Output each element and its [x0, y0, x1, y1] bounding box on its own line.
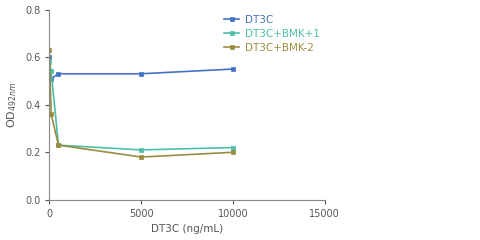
DT3C+BMK-2 [47, 48, 52, 51]
DT3C+BMK-2 [230, 151, 236, 154]
DT3C [230, 68, 236, 71]
DT3C+BMK+1 [47, 60, 52, 63]
DT3C+BMK-2 [56, 144, 61, 147]
DT3C [138, 72, 144, 75]
DT3C+BMK+1 [230, 146, 236, 149]
DT3C+BMK+1 [138, 149, 144, 151]
Legend: DT3C, DT3C+BMK+1, DT3C+BMK-2: DT3C, DT3C+BMK+1, DT3C+BMK-2 [224, 15, 320, 53]
Line: DT3C+BMK+1: DT3C+BMK+1 [47, 60, 235, 152]
Line: DT3C: DT3C [47, 55, 235, 81]
DT3C [56, 72, 61, 75]
DT3C+BMK+1 [48, 70, 54, 73]
DT3C [48, 77, 54, 80]
DT3C+BMK-2 [138, 156, 144, 158]
DT3C [47, 56, 52, 59]
X-axis label: DT3C (ng/mL): DT3C (ng/mL) [151, 224, 223, 234]
Line: DT3C+BMK-2: DT3C+BMK-2 [47, 48, 235, 159]
Y-axis label: OD$_{492nm}$: OD$_{492nm}$ [6, 82, 19, 128]
DT3C+BMK+1 [56, 144, 61, 147]
DT3C+BMK-2 [48, 113, 54, 116]
